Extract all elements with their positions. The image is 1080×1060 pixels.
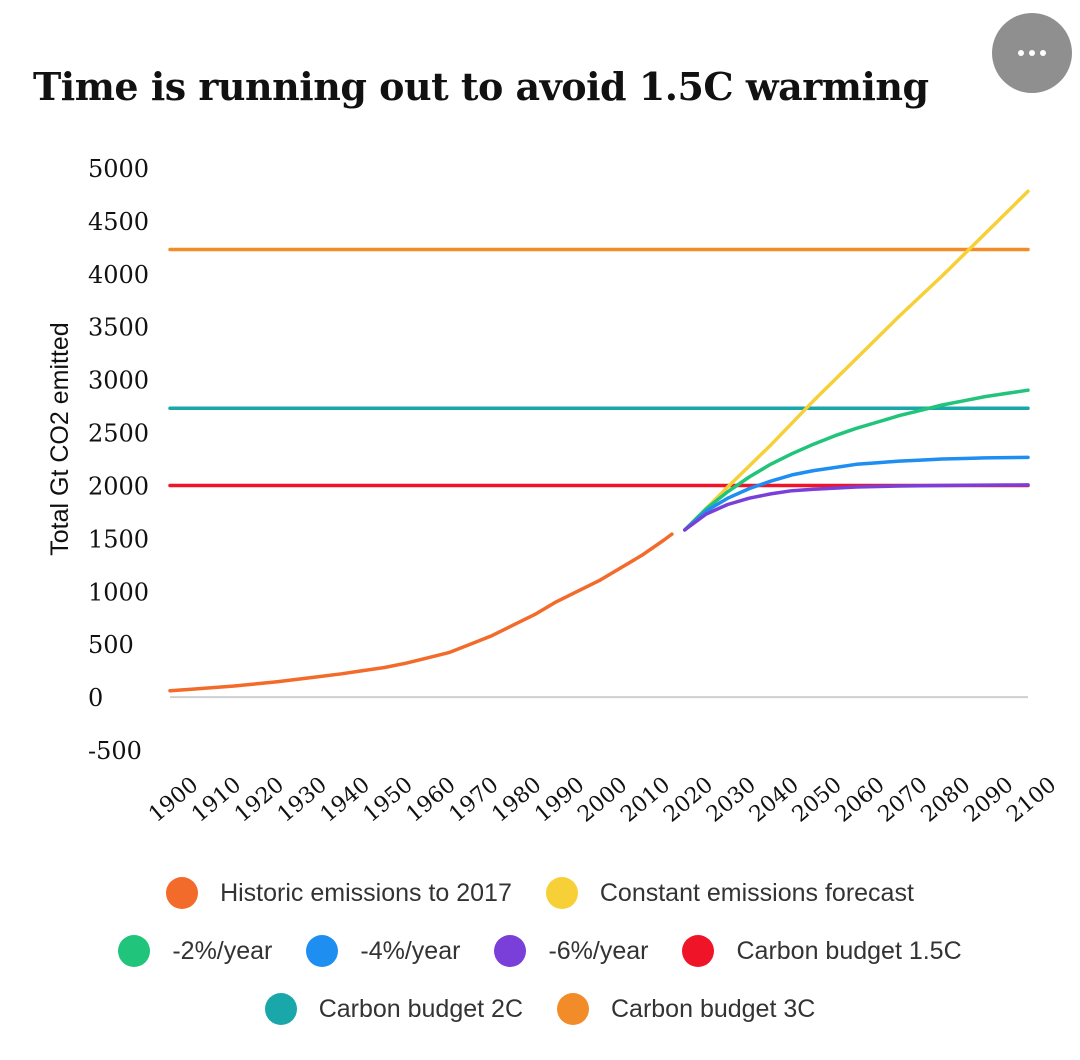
series-line-2-year	[683, 388, 1030, 532]
series-line-6-year	[683, 483, 1030, 532]
legend-item[interactable]: Historic emissions to 2017	[166, 877, 512, 909]
legend-swatch-icon	[494, 935, 527, 967]
legend-swatch-icon	[118, 935, 151, 967]
x-tick-label: 2080	[917, 772, 976, 827]
legend-label: -6%/year	[548, 936, 649, 965]
legend-item[interactable]: -4%/year	[306, 935, 460, 967]
legend-label: Carbon budget 3C	[611, 994, 816, 1023]
x-tick-label: 1960	[402, 772, 461, 827]
legend-swatch-icon	[682, 935, 715, 967]
x-tick-label: 2000	[573, 772, 632, 827]
y-tick-label: 1500	[88, 525, 149, 553]
x-tick-label: 1920	[230, 772, 289, 827]
x-tick-label: 2010	[616, 772, 675, 827]
x-tick-label: 1970	[445, 772, 504, 827]
legend-item[interactable]: Carbon budget 1.5C	[682, 935, 962, 967]
legend-row: -2%/year -4%/year -6%/year Carbon budget 1.…	[0, 922, 1080, 980]
legend-label: Constant emissions forecast	[599, 878, 914, 907]
y-tick-label: 4000	[88, 261, 149, 289]
y-tick-label: -500	[88, 737, 142, 765]
legend-swatch-icon	[545, 877, 578, 909]
x-tick-label: 2020	[659, 772, 718, 827]
legend-label: Historic emissions to 2017	[220, 878, 512, 907]
x-tick-label: 2060	[831, 772, 890, 827]
y-tick-label: 1000	[88, 578, 149, 606]
legend-item[interactable]: -2%/year	[118, 935, 272, 967]
x-tick-label: 2100	[1002, 772, 1061, 827]
x-tick-label: 1940	[316, 772, 375, 827]
legend-label: -4%/year	[360, 936, 461, 965]
x-tick-label: 1950	[359, 772, 418, 827]
y-tick-label: 2000	[88, 472, 149, 500]
legend-row: Historic emissions to 2017 Constant emiss…	[0, 864, 1080, 922]
chart-legend: Historic emissions to 2017 Constant emiss…	[0, 864, 1080, 1038]
legend-label: Carbon budget 2C	[318, 994, 523, 1023]
legend-item[interactable]: Constant emissions forecast	[545, 877, 914, 909]
legend-swatch-icon	[264, 993, 297, 1025]
legend-swatch-icon	[306, 935, 339, 967]
x-tick-label: 2050	[788, 772, 847, 827]
series-line-historic-emissions-to-2017	[168, 532, 674, 693]
x-tick-label: 1910	[187, 772, 246, 827]
legend-item[interactable]: Carbon budget 2C	[264, 993, 523, 1025]
x-tick-label: 1990	[530, 772, 589, 827]
y-tick-label: 2500	[88, 420, 149, 448]
legend-swatch-icon	[557, 993, 589, 1025]
chart-title: Time is running out to avoid 1.5C warmin…	[33, 64, 929, 109]
y-tick-label: 3000	[88, 367, 149, 395]
legend-swatch-icon	[166, 877, 199, 909]
series-line-constant-emissions-forecast	[683, 189, 1030, 532]
y-axis-title: Total Gt CO2 emitted	[46, 322, 74, 555]
legend-label: Carbon budget 1.5C	[736, 936, 962, 965]
line-chart: Total Gt CO2 emitted 5000450040003500300…	[46, 155, 1061, 828]
x-tick-label: 1930	[273, 772, 332, 827]
x-tick-label: 2030	[702, 772, 761, 827]
more-options-button[interactable]	[992, 13, 1072, 93]
legend-item[interactable]: -6%/year	[494, 935, 648, 967]
series-line-4-year	[683, 455, 1030, 532]
legend-item[interactable]: Carbon budget 3C	[557, 993, 815, 1025]
x-tick-label: 2090	[959, 772, 1018, 827]
y-tick-label: 3500	[88, 314, 149, 342]
y-tick-label: 5000	[88, 155, 149, 183]
more-options-icon	[1018, 50, 1046, 56]
y-tick-label: 500	[88, 631, 134, 659]
legend-label: -2%/year	[172, 936, 273, 965]
x-tick-label: 2070	[874, 772, 933, 827]
x-tick-label: 2040	[745, 772, 804, 827]
y-tick-label: 0	[88, 684, 103, 712]
y-tick-label: 4500	[88, 208, 149, 236]
x-tick-label: 1900	[144, 772, 203, 827]
x-tick-label: 1980	[488, 772, 547, 827]
legend-row: Carbon budget 2C Carbon budget 3C	[0, 980, 1080, 1038]
